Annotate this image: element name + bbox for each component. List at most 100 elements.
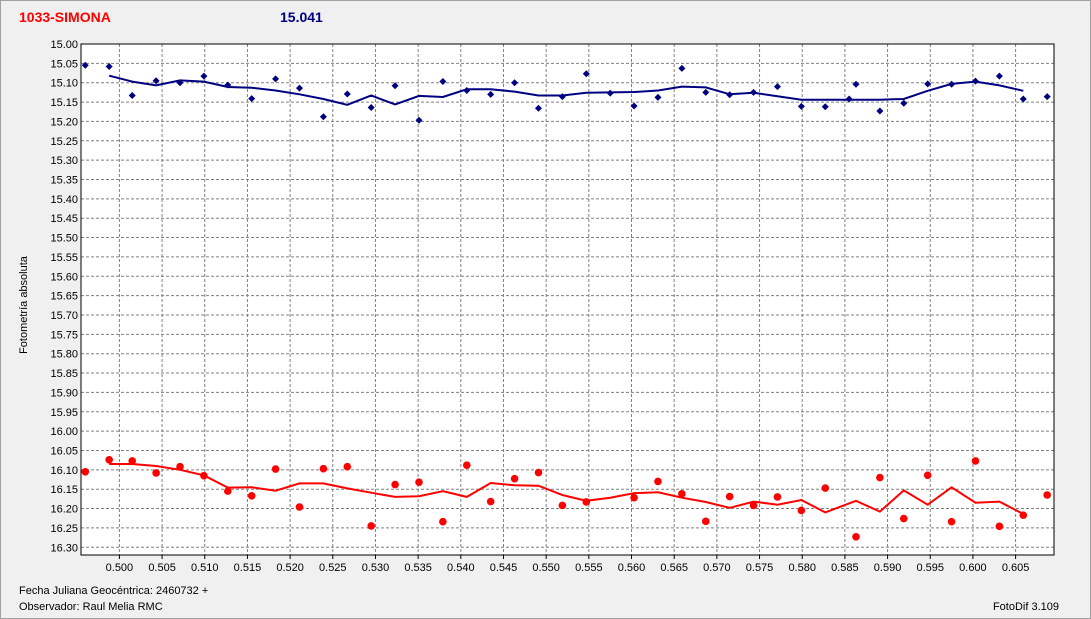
comparison-data-point <box>900 99 908 107</box>
comparison-data-point <box>726 91 734 99</box>
comparison-data-point <box>852 80 860 88</box>
x-tick-label: 0.550 <box>532 562 560 574</box>
target-data-point <box>923 471 932 480</box>
target-data-point <box>773 493 782 501</box>
comparison-data-point <box>415 116 423 124</box>
series-layer <box>81 61 1051 541</box>
x-tick-label: 0.590 <box>874 562 902 574</box>
y-tick-label: 16.05 <box>50 445 78 457</box>
target-data-point <box>725 492 734 501</box>
comparison-data-point <box>750 88 758 96</box>
y-tick-label: 15.65 <box>50 291 78 303</box>
comparison-data-point <box>971 77 979 85</box>
y-tick-label: 15.70 <box>50 310 78 322</box>
target-data-point <box>295 503 304 511</box>
y-tick-label: 16.10 <box>50 465 78 477</box>
y-tick-label: 16.00 <box>50 426 78 438</box>
target-data-point <box>343 462 352 471</box>
comparison-data-point <box>797 102 805 110</box>
y-axis-label: Fotometría absoluta <box>18 256 30 354</box>
comparison-data-point <box>582 70 590 78</box>
comparison-series <box>81 61 1051 124</box>
x-tick-label: 0.560 <box>618 562 646 574</box>
x-tick-label: 0.520 <box>276 562 304 574</box>
comparison-data-point <box>367 103 375 111</box>
y-tick-label: 15.10 <box>50 78 78 90</box>
comparison-data-point <box>821 103 829 111</box>
target-data-point <box>852 533 860 541</box>
y-tick-label: 15.75 <box>50 329 78 341</box>
target-data-point <box>654 477 662 486</box>
target-data-point <box>128 457 137 465</box>
comparison-data-point <box>845 95 853 103</box>
comparison-data-point <box>200 72 208 80</box>
y-tick-labels: 15.00 15.05 15.10 15.15 15.20 15.25 15.30 15.35… <box>50 39 78 554</box>
y-tick-label: 15.60 <box>50 271 78 283</box>
target-data-point <box>247 491 256 500</box>
x-tick-label: 0.595 <box>916 562 944 574</box>
comparison-data-point <box>152 77 160 85</box>
comparison-data-point <box>995 72 1003 80</box>
target-data-point <box>105 455 113 464</box>
target-data-point <box>486 497 495 506</box>
comparison-data-point <box>391 82 399 90</box>
target-data-point <box>510 474 519 483</box>
comparison-data-point <box>1043 93 1051 101</box>
comparison-data-point <box>439 78 447 86</box>
target-data-point <box>947 517 956 526</box>
comparison-data-point <box>295 84 303 92</box>
x-tick-label: 0.580 <box>788 562 816 574</box>
x-tick-label: 0.530 <box>362 562 390 574</box>
y-tick-label: 16.30 <box>50 542 78 554</box>
target-data-point <box>176 462 184 471</box>
comparison-data-point <box>319 113 327 121</box>
x-tick-label: 0.585 <box>831 562 859 574</box>
y-tick-label: 15.05 <box>50 58 78 70</box>
y-tick-label: 15.30 <box>50 155 78 167</box>
target-data-point <box>749 501 758 510</box>
comparison-data-point <box>924 80 932 88</box>
y-tick-label: 15.50 <box>50 233 78 245</box>
y-tick-label: 16.15 <box>50 484 78 496</box>
target-series <box>81 455 1051 541</box>
x-tick-label: 0.565 <box>660 562 688 574</box>
x-tick-label: 0.540 <box>447 562 475 574</box>
comparison-data-point <box>463 86 471 94</box>
x-tick-label: 0.515 <box>234 562 262 574</box>
x-tick-label: 0.570 <box>703 562 731 574</box>
target-data-point <box>391 480 399 489</box>
target-data-point <box>439 517 447 526</box>
y-tick-label: 15.85 <box>50 368 78 380</box>
x-tick-label: 0.505 <box>148 562 176 574</box>
y-tick-label: 15.80 <box>50 349 78 361</box>
x-tick-label: 0.500 <box>106 562 134 574</box>
target-data-point <box>1019 511 1028 519</box>
y-tick-label: 15.15 <box>50 97 78 109</box>
target-data-point <box>81 467 90 476</box>
y-tick-label: 15.90 <box>50 387 78 399</box>
target-data-point <box>678 490 686 498</box>
x-tick-label: 0.545 <box>490 562 518 574</box>
target-data-point <box>152 469 160 477</box>
target-data-point <box>558 501 567 510</box>
comparison-data-point <box>558 93 566 101</box>
comparison-data-point <box>773 83 781 91</box>
x-tick-label: 0.510 <box>191 562 219 574</box>
target-data-point <box>534 468 543 477</box>
target-data-point <box>367 522 375 530</box>
x-tick-label: 0.600 <box>959 562 987 574</box>
target-data-point <box>271 465 280 473</box>
comparison-data-point <box>511 79 519 87</box>
comparison-data-point <box>176 79 184 87</box>
target-data-point <box>1043 491 1051 499</box>
target-data-point <box>582 498 591 506</box>
comparison-data-point <box>606 89 614 97</box>
target-data-point <box>821 484 830 492</box>
footer-software-version: FotoDif 3.109 <box>992 601 1059 613</box>
comparison-data-point <box>105 62 113 70</box>
footer-date-label: Fecha Juliana Geocéntrica: 2460732 + <box>19 585 209 597</box>
target-data-point <box>899 514 908 523</box>
chart-subtitle: 15.041 <box>280 9 323 25</box>
comparison-data-point <box>678 64 686 72</box>
